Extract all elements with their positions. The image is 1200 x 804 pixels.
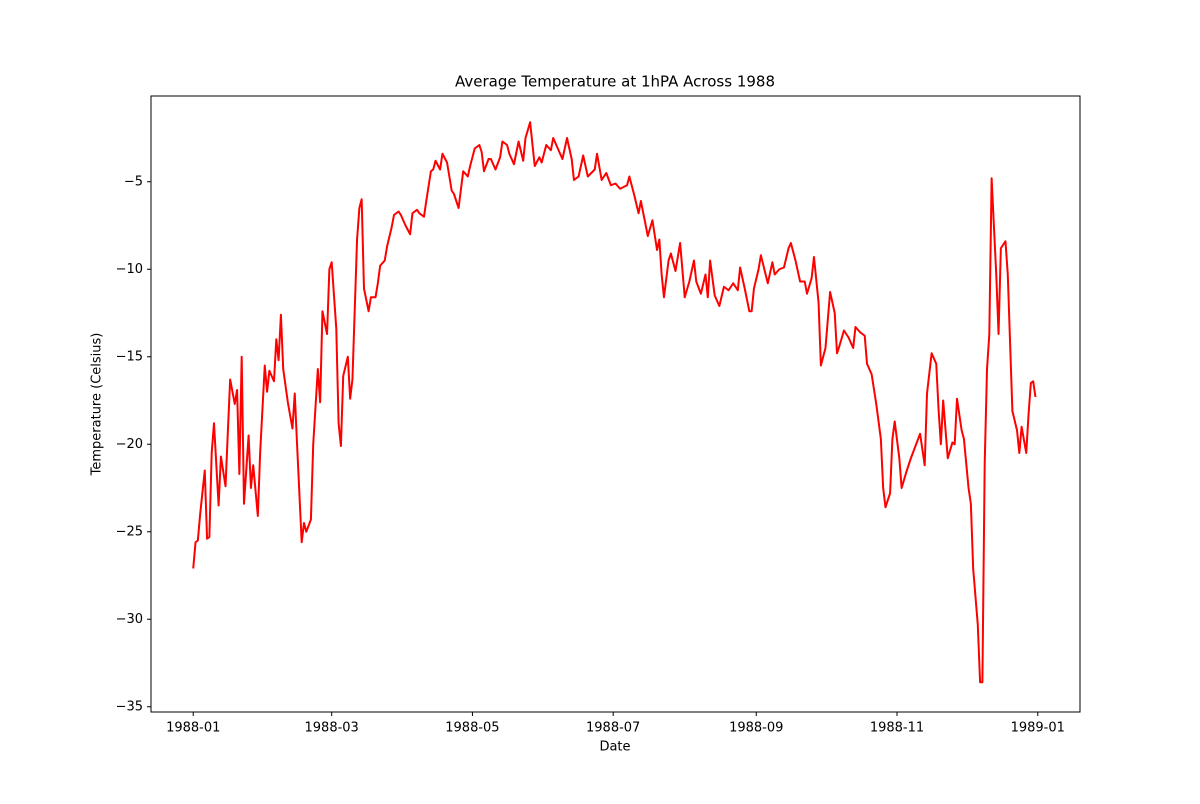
chart-title: Average Temperature at 1hPA Across 1988 xyxy=(455,73,775,91)
y-tick-label: −20 xyxy=(116,437,143,452)
y-tick-label: −25 xyxy=(116,524,143,539)
x-tick-label: 1988-11 xyxy=(870,721,924,736)
x-tick-label: 1988-05 xyxy=(445,721,499,736)
y-axis-label: Temperature (Celsius) xyxy=(90,333,105,477)
y-tick-label: −10 xyxy=(116,262,143,277)
y-tick-label: −5 xyxy=(124,174,143,189)
x-tick-label: 1988-09 xyxy=(729,721,783,736)
y-tick-label: −30 xyxy=(116,612,143,627)
x-axis-label: Date xyxy=(599,740,630,755)
x-tick-label: 1988-03 xyxy=(305,721,359,736)
x-tick-label: 1988-07 xyxy=(586,721,640,736)
plot-frame xyxy=(150,95,1081,713)
data-line xyxy=(192,121,1037,684)
x-tick-label: 1988-01 xyxy=(166,721,220,736)
y-tick-label: −15 xyxy=(116,349,143,364)
x-tick-label: 1989-01 xyxy=(1011,721,1065,736)
y-tick-label: −35 xyxy=(116,699,143,714)
